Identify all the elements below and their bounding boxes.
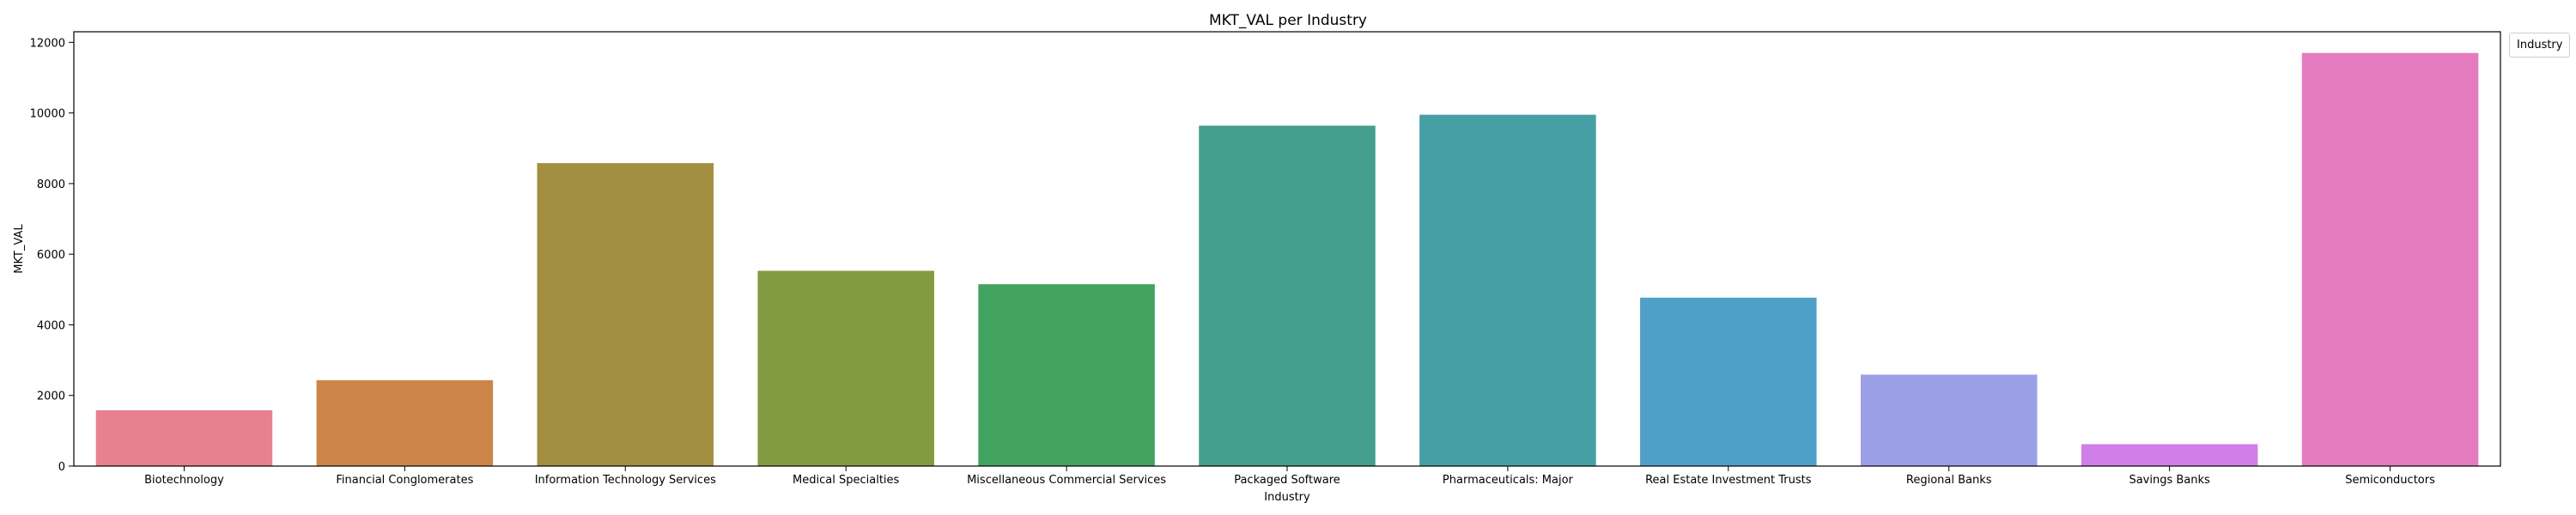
x-axis-label: Industry	[1264, 491, 1310, 504]
y-tick-label: 6000	[37, 249, 65, 262]
bar	[2081, 444, 2258, 466]
plot-frame	[73, 31, 2501, 467]
y-tick-label: 4000	[37, 319, 65, 332]
bars-group	[95, 52, 2479, 467]
x-tick-label: Financial Conglomerates	[336, 474, 473, 487]
bar	[316, 380, 494, 466]
bar	[757, 270, 934, 466]
chart-title: MKT_VAL per Industry	[1209, 12, 1367, 29]
x-tick-label: Packaged Software	[1234, 474, 1340, 487]
x-axis: Biotechnology Financial Conglomerates Info…	[144, 466, 2435, 487]
y-axis: 0 2000 4000 6000 8000 10000 12000	[30, 37, 74, 474]
legend: Industry	[2509, 33, 2571, 58]
x-tick-label: Biotechnology	[144, 474, 224, 487]
bar	[2301, 52, 2479, 467]
x-tick-label: Medical Specialties	[793, 474, 899, 487]
y-tick-label: 12000	[30, 37, 65, 50]
bar	[95, 410, 273, 466]
bar	[978, 284, 1155, 466]
x-tick-label: Savings Banks	[2129, 474, 2210, 487]
x-tick-label: Information Technology Services	[535, 474, 716, 487]
y-tick-label: 2000	[37, 391, 65, 403]
x-tick-label: Regional Banks	[1906, 474, 1992, 487]
bar	[537, 163, 714, 466]
x-tick-label: Pharmaceuticals: Major	[1443, 474, 1574, 487]
bar	[1640, 297, 1817, 466]
y-tick-label: 8000	[37, 179, 65, 191]
x-tick-label: Real Estate Investment Trusts	[1645, 474, 1812, 487]
bar	[1419, 114, 1596, 466]
bar	[1860, 374, 2038, 466]
y-tick-label: 0	[58, 461, 65, 474]
legend-title: Industry	[2517, 39, 2563, 52]
y-tick-label: 10000	[30, 108, 65, 121]
bar	[1199, 125, 1376, 466]
y-axis-label: MKT_VAL	[13, 224, 26, 274]
x-tick-label: Miscellaneous Commercial Services	[967, 474, 1166, 487]
x-tick-label: Semiconductors	[2345, 474, 2435, 487]
